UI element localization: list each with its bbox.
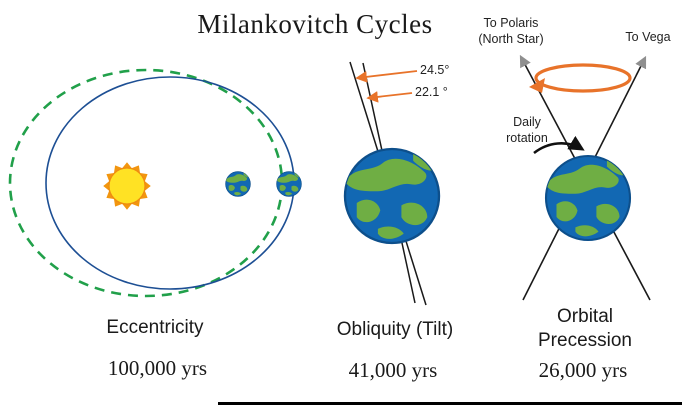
earth-obliquity-icon xyxy=(345,149,439,243)
obliquity-label: Obliquity (Tilt) xyxy=(336,319,454,340)
angle-max-label: 24.5° xyxy=(420,63,450,77)
sun-icon xyxy=(103,162,151,210)
precession-period: 26,000 yrs xyxy=(538,358,628,382)
daily-rotation-arrow xyxy=(533,135,585,155)
earth-far-icon xyxy=(277,172,302,197)
precession-label: Orbital Precession xyxy=(538,306,632,351)
earth-near-icon xyxy=(226,172,251,197)
earth-precession-icon xyxy=(546,156,630,240)
tilt-angle-arrow-24 xyxy=(355,70,418,83)
tilt-angle-arrow-22 xyxy=(366,91,413,103)
precession-arrowhead xyxy=(529,78,545,93)
sun-disc xyxy=(108,167,146,205)
circular-orbit xyxy=(45,76,295,290)
bottom-edge-bar xyxy=(218,402,682,405)
to-polaris-label: To Polaris (North Star) xyxy=(478,16,544,46)
obliquity-period: 41,000 yrs xyxy=(348,358,438,382)
to-vega-label: To Vega xyxy=(625,30,671,44)
eccentricity-period: 100,000 yrs xyxy=(107,356,208,380)
daily-rotation-label: Daily rotation xyxy=(506,115,548,145)
page-title: Milankovitch Cycles xyxy=(197,9,433,39)
eccentricity-label: Eccentricity xyxy=(106,317,204,338)
tilt-angle-arrows xyxy=(355,70,418,103)
angle-min-label: 22.1 ° xyxy=(415,85,448,99)
precession-circle-arrow xyxy=(529,63,632,93)
